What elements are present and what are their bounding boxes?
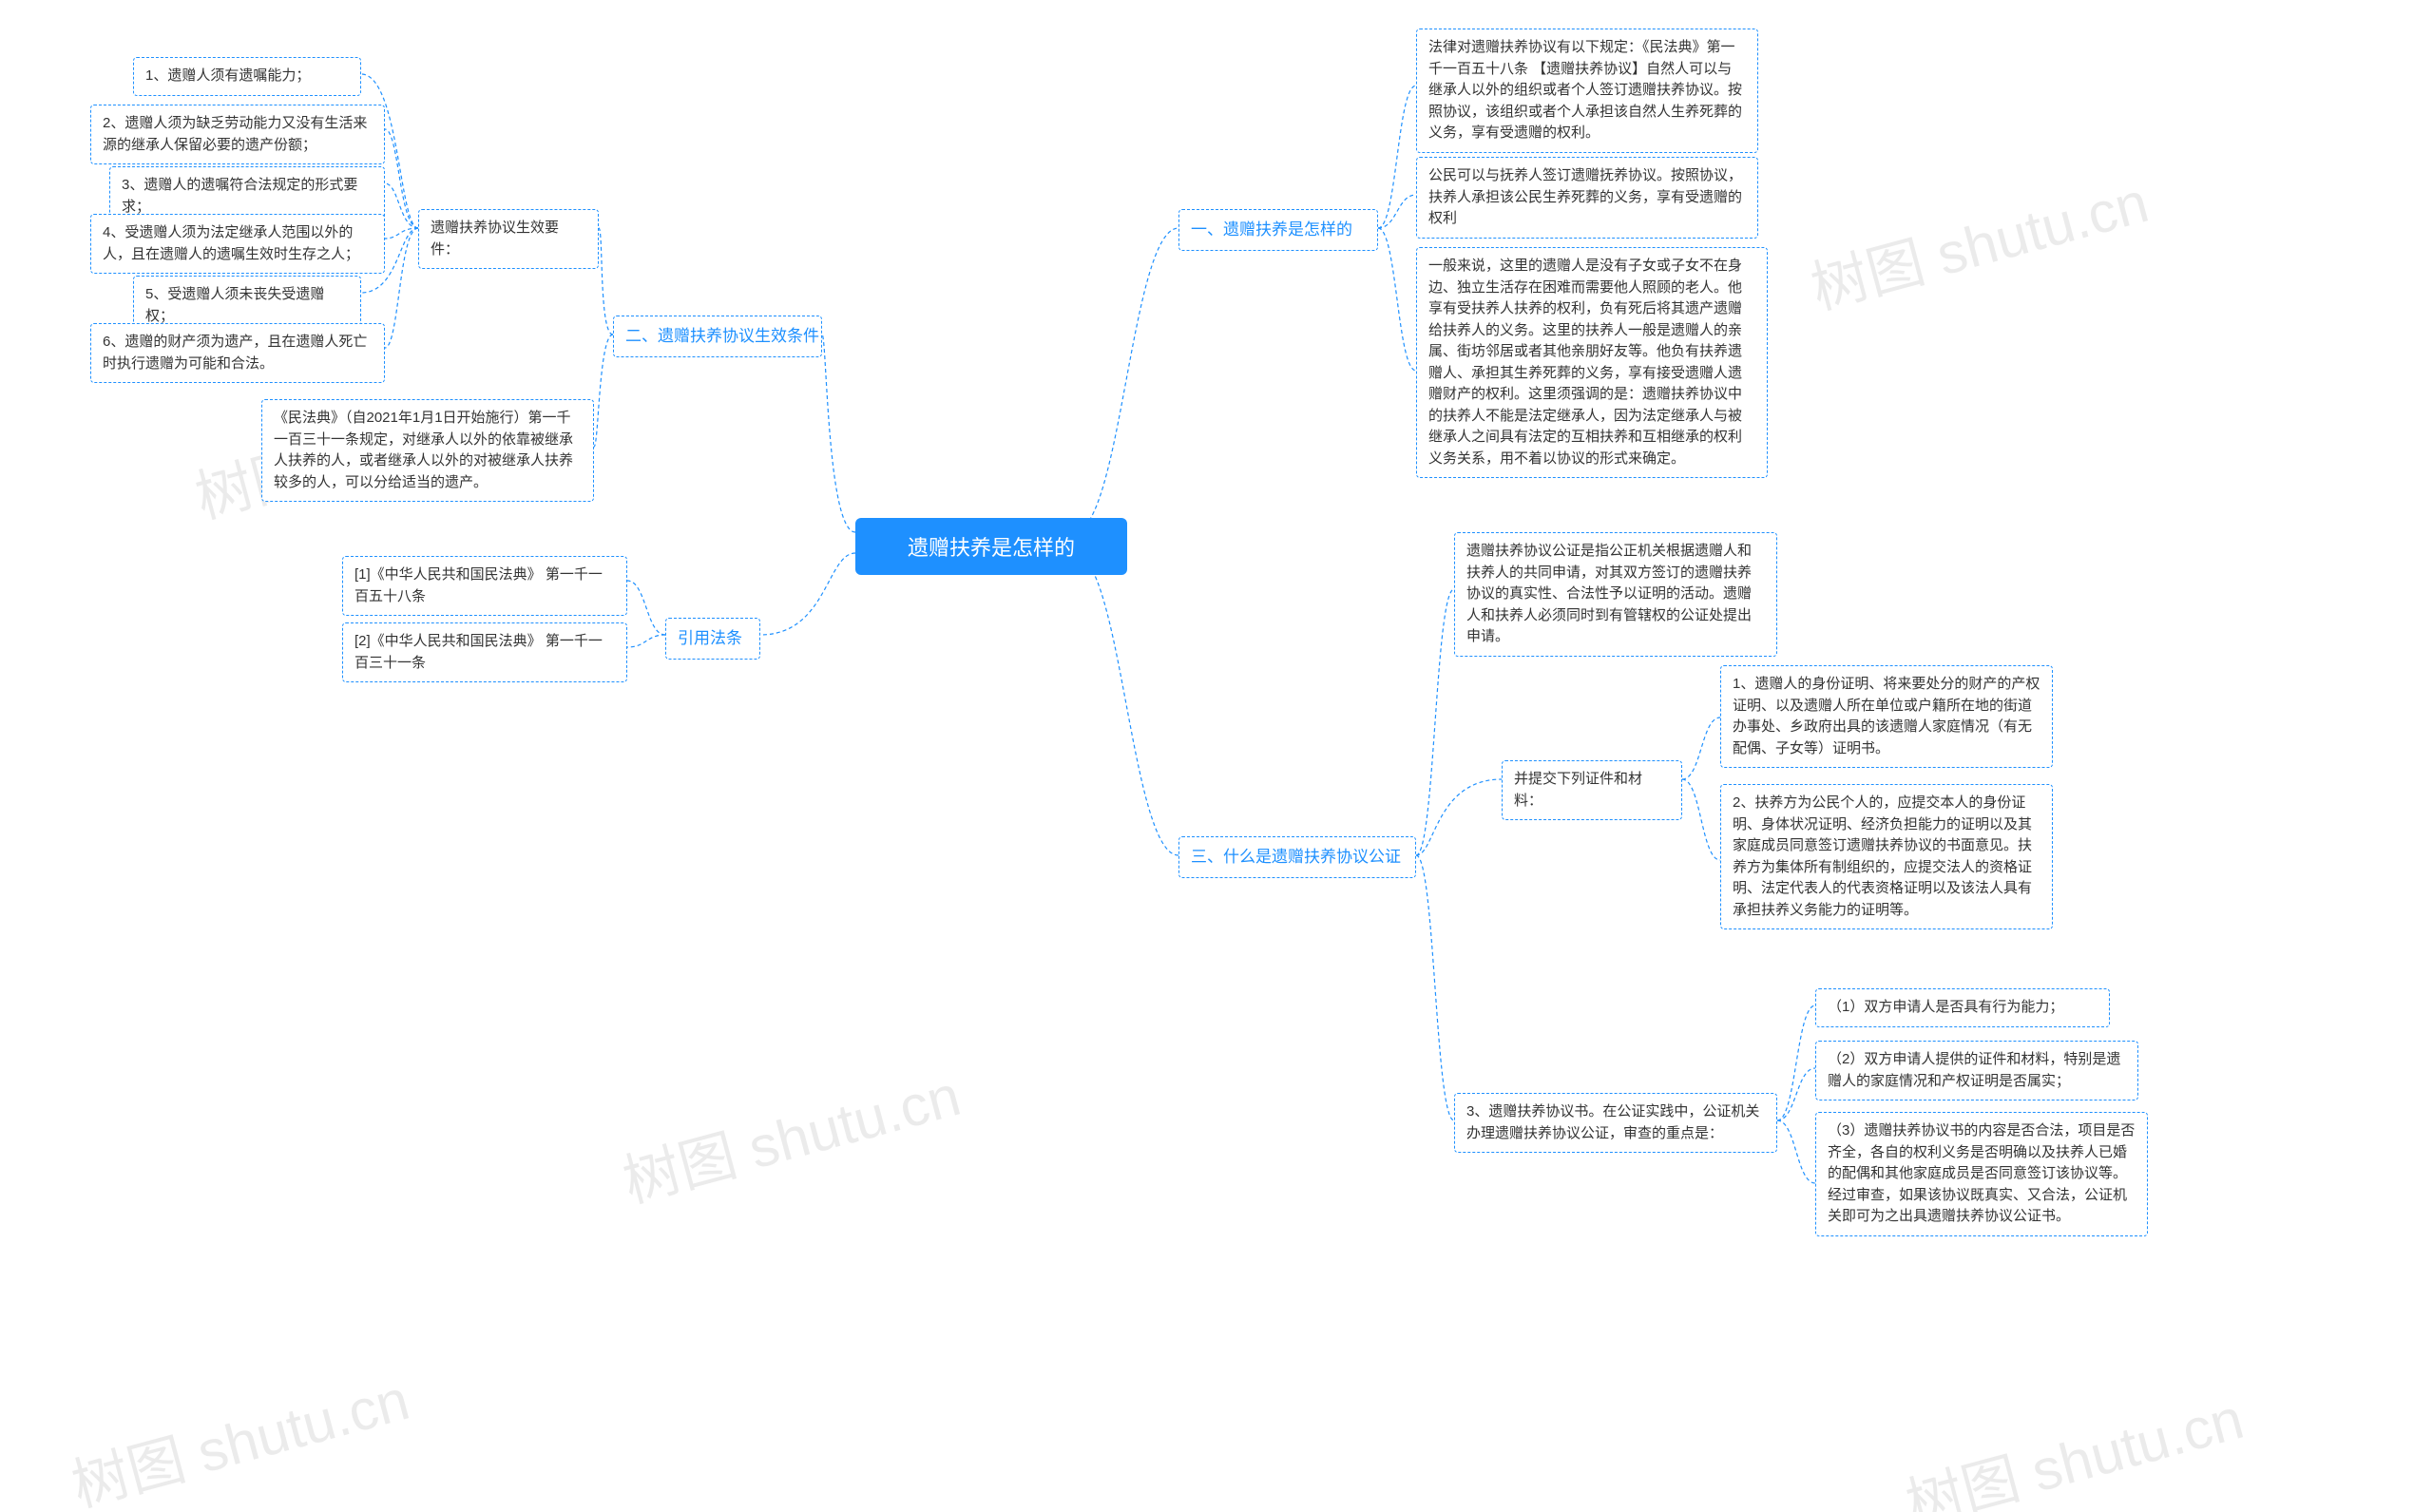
branch-2-sub-1-leaf-1: 1、遗赠人须有遗嘱能力； <box>133 57 361 96</box>
watermark: 树图 shutu.cn <box>613 1049 968 1218</box>
watermark: 树图 shutu.cn <box>1801 156 2156 325</box>
branch-1-leaf-1: 法律对遗赠扶养协议有以下规定：《民法典》第一千一百五十八条 【遗赠扶养协议】自然… <box>1416 29 1758 153</box>
branch-3-sub-2-leaf-2: 2、扶养方为公民个人的，应提交本人的身份证明、身体状况证明、经济负担能力的证明以… <box>1720 784 2053 929</box>
refs-branch[interactable]: 引用法条 <box>665 618 760 660</box>
branch-2-sub-1[interactable]: 遗赠扶养协议生效要件： <box>418 209 599 269</box>
refs-leaf-1: [1]《中华人民共和国民法典》 第一千一百五十八条 <box>342 556 627 616</box>
branch-2-sub-1-leaf-2: 2、遗赠人须为缺乏劳动能力又没有生活来源的继承人保留必要的遗产份额； <box>90 105 385 164</box>
branch-3-sub-2[interactable]: 并提交下列证件和材料： <box>1502 760 1682 820</box>
branch-1-leaf-3: 一般来说，这里的遗赠人是没有子女或子女不在身边、独立生活存在困难而需要他人照顾的… <box>1416 247 1768 478</box>
branch-2-sub-1-leaf-4: 4、受遗赠人须为法定继承人范围以外的人，且在遗赠人的遗嘱生效时生存之人； <box>90 214 385 274</box>
watermark: 树图 shutu.cn <box>62 1353 417 1512</box>
branch-3-leaf-1: 遗赠扶养协议公证是指公正机关根据遗赠人和扶养人的共同申请，对其双方签订的遗赠扶养… <box>1454 532 1777 657</box>
branch-2-sub-1-leaf-6: 6、遗赠的财产须为遗产，且在遗赠人死亡时执行遗赠为可能和合法。 <box>90 323 385 383</box>
branch-1[interactable]: 一、遗赠扶养是怎样的 <box>1178 209 1378 251</box>
branch-3-sub-3-leaf-1: （1）双方申请人是否具有行为能力； <box>1815 988 2110 1027</box>
watermark: 树图 shutu.cn <box>1896 1372 2251 1512</box>
root-node[interactable]: 遗赠扶养是怎样的 <box>855 518 1127 575</box>
branch-3-sub-3[interactable]: 3、遗赠扶养协议书。在公证实践中，公证机关办理遗赠扶养协议公证，审查的重点是： <box>1454 1093 1777 1153</box>
branch-3[interactable]: 三、什么是遗赠扶养协议公证 <box>1178 836 1416 878</box>
branch-3-sub-3-leaf-2: （2）双方申请人提供的证件和材料，特别是遗赠人的家庭情况和产权证明是否属实； <box>1815 1041 2138 1101</box>
refs-leaf-2: [2]《中华人民共和国民法典》 第一千一百三十一条 <box>342 622 627 682</box>
branch-1-leaf-2: 公民可以与抚养人签订遗赠抚养协议。按照协议，扶养人承担该公民生养死葬的义务，享有… <box>1416 157 1758 239</box>
branch-3-sub-3-leaf-3: （3）遗赠扶养协议书的内容是否合法，项目是否齐全，各自的权利义务是否明确以及扶养… <box>1815 1112 2148 1236</box>
branch-2-leaf: 《民法典》（自2021年1月1日开始施行）第一千一百三十一条规定，对继承人以外的… <box>261 399 594 502</box>
branch-3-sub-2-leaf-1: 1、遗赠人的身份证明、将来要处分的财产的产权证明、以及遗赠人所在单位或户籍所在地… <box>1720 665 2053 768</box>
branch-2[interactable]: 二、遗赠扶养协议生效条件 <box>613 316 822 357</box>
